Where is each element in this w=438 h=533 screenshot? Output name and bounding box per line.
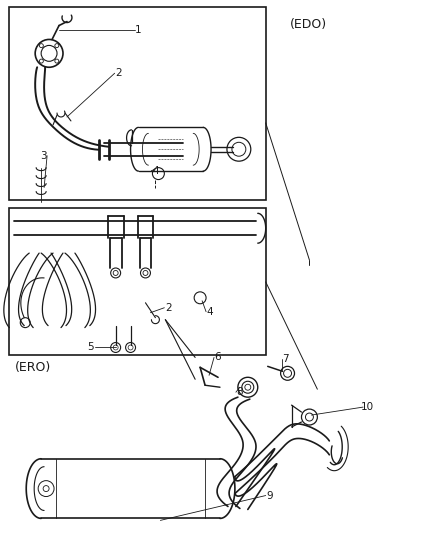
Text: (EDO): (EDO) [290, 18, 327, 30]
Text: 2: 2 [115, 68, 122, 78]
Text: 6: 6 [215, 352, 221, 362]
Text: 3: 3 [40, 151, 46, 161]
Text: 9: 9 [266, 490, 273, 500]
Text: 1: 1 [135, 25, 142, 35]
Bar [9, 208, 266, 356]
Text: 4: 4 [152, 166, 159, 175]
Text: 10: 10 [360, 402, 374, 412]
Text: 2: 2 [165, 303, 172, 313]
Text: 4: 4 [207, 306, 213, 317]
Bar [9, 6, 266, 200]
Text: 8: 8 [237, 387, 243, 397]
Text: 7: 7 [282, 354, 289, 365]
Text: (ERO): (ERO) [15, 361, 52, 374]
Text: 5: 5 [88, 343, 94, 352]
